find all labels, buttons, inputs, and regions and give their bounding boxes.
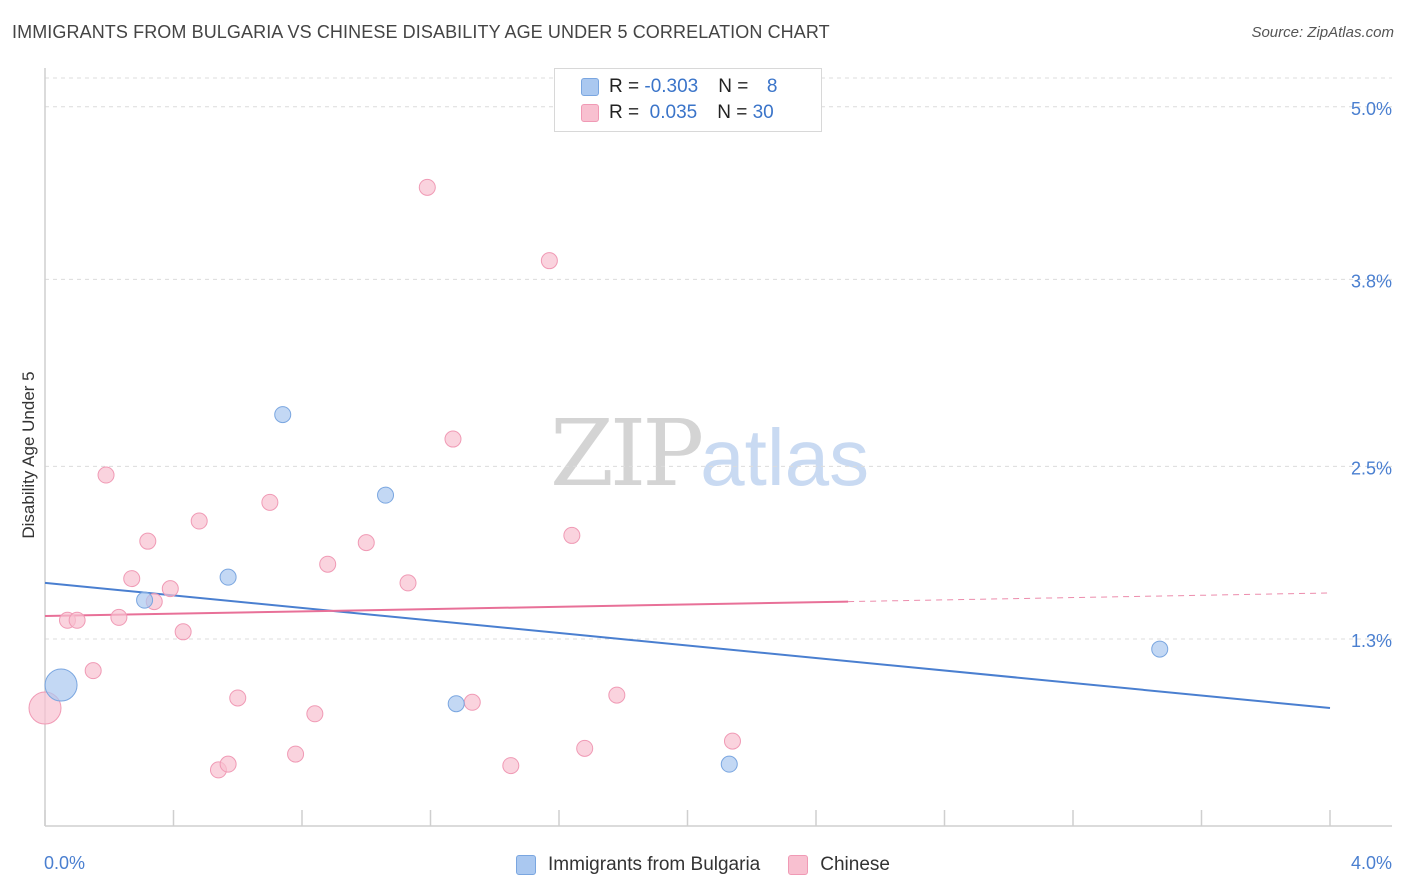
- point-chinese: [463, 693, 481, 711]
- watermark-zip: ZIP: [550, 400, 704, 507]
- y-tick-label: 2.5%: [1351, 458, 1392, 478]
- point-chinese: [139, 532, 157, 550]
- point-chinese: [174, 623, 192, 641]
- point-bulgaria: [377, 486, 395, 504]
- point-bulgaria: [219, 568, 237, 586]
- point-chinese: [357, 534, 375, 552]
- legend-r-value: 0.035: [644, 102, 698, 123]
- legend-n-value: 8: [761, 76, 778, 97]
- tick-labels: 1.3% 2.5% 3.8% 5.0% 0.0% 4.0%: [44, 99, 1392, 873]
- axes: [44, 68, 1392, 827]
- legend-row-chinese: R = 0.035 N = 30: [581, 101, 774, 125]
- legend-swatch-chinese: [581, 104, 599, 122]
- source-credit: Source: ZipAtlas.com: [1251, 24, 1394, 41]
- point-chinese: [306, 705, 324, 723]
- point-bulgaria: [1151, 640, 1169, 658]
- point-chinese: [110, 608, 128, 626]
- series-legend: Immigrants from Bulgaria Chinese: [0, 852, 1406, 878]
- chart-title: IMMIGRANTS FROM BULGARIA VS CHINESE DISA…: [12, 22, 830, 42]
- point-chinese: [563, 526, 581, 544]
- point-chinese: [576, 739, 594, 757]
- point-bulgaria: [447, 695, 465, 713]
- point-chinese: [28, 691, 62, 725]
- legend-swatch-chinese: [788, 855, 809, 875]
- point-chinese: [723, 732, 741, 750]
- point-chinese: [123, 570, 141, 588]
- x-tick-label: 0.0%: [44, 853, 85, 873]
- y-tick-label: 5.0%: [1351, 99, 1392, 119]
- legend-swatch-bulgaria: [581, 78, 599, 96]
- point-chinese: [97, 466, 115, 484]
- point-bulgaria: [274, 406, 292, 424]
- point-chinese: [399, 574, 417, 592]
- legend-r-value: -0.303: [644, 76, 699, 97]
- point-chinese: [319, 555, 337, 573]
- point-chinese: [502, 757, 520, 775]
- legend-label-chinese: Chinese: [820, 854, 890, 875]
- legend-r-label: R =: [609, 102, 645, 123]
- y-tick-label: 1.3%: [1351, 631, 1392, 651]
- legend-r-label: R =: [609, 76, 645, 97]
- point-chinese: [418, 178, 436, 196]
- legend-row-bulgaria: R = -0.303 N = 8: [581, 75, 777, 99]
- point-chinese: [68, 611, 86, 629]
- point-chinese: [219, 755, 237, 773]
- point-chinese: [261, 493, 279, 511]
- point-chinese: [190, 512, 208, 530]
- correlation-legend: R = -0.303 N = 8 R = 0.035 N = 30: [554, 68, 822, 132]
- trend-line: [44, 581, 1331, 710]
- point-chinese: [287, 745, 305, 763]
- watermark-atlas: atlas: [700, 413, 870, 502]
- watermark: ZIPatlas: [550, 400, 869, 507]
- legend-n-label: N =: [718, 76, 754, 97]
- data-points: [28, 178, 1169, 779]
- legend-swatch-bulgaria: [516, 855, 537, 875]
- trend-line-extension: [848, 592, 1331, 603]
- trend-lines: [44, 581, 1331, 710]
- legend-label-bulgaria: Immigrants from Bulgaria: [548, 854, 761, 875]
- legend-n-value: 30: [752, 102, 774, 123]
- point-bulgaria: [44, 668, 78, 702]
- legend-item-chinese[interactable]: Chinese: [788, 854, 890, 876]
- y-tick-label: 3.8%: [1351, 271, 1392, 291]
- point-bulgaria: [136, 591, 154, 609]
- point-bulgaria: [720, 755, 738, 773]
- trend-line: [44, 600, 849, 617]
- point-chinese: [84, 662, 102, 680]
- point-chinese: [444, 430, 462, 448]
- point-chinese: [608, 686, 626, 704]
- grid: [45, 77, 1392, 640]
- legend-item-bulgaria[interactable]: Immigrants from Bulgaria: [516, 854, 760, 876]
- x-tick-label: 4.0%: [1351, 853, 1392, 873]
- point-chinese: [540, 252, 558, 270]
- point-chinese: [161, 580, 179, 598]
- y-axis-label: Disability Age Under 5: [19, 371, 38, 538]
- point-chinese: [229, 689, 247, 707]
- legend-n-label: N =: [717, 102, 753, 123]
